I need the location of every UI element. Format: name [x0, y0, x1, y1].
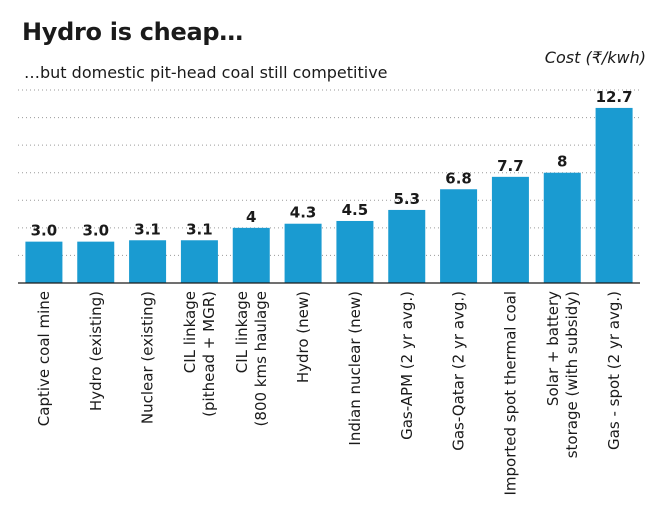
x-tick-label: Hydro (new): [294, 291, 312, 383]
x-tick-label-line: CIL linkage: [181, 291, 199, 373]
chart-subtitle: …but domestic pit-head coal still compet…: [24, 63, 388, 82]
data-label: 6.8: [445, 169, 472, 187]
data-label: 4.5: [342, 201, 369, 219]
bar: [232, 227, 270, 283]
x-tick-label: Gas-APM (2 yr avg.): [398, 291, 416, 440]
bar: [129, 240, 167, 283]
data-label: 12.7: [596, 88, 633, 106]
data-label: 3.1: [186, 220, 213, 238]
bar: [543, 172, 581, 283]
data-label: 4: [246, 208, 256, 226]
x-tick-label: Nuclear (existing): [139, 291, 157, 424]
x-tick-label: Indian nuclear (new): [346, 291, 364, 446]
x-tick-label-line: storage (with subsidy): [563, 291, 581, 458]
data-label: 8: [557, 153, 567, 171]
bar: [284, 223, 322, 283]
x-tick-label-line: Hydro (new): [294, 291, 312, 383]
bar: [336, 220, 374, 283]
data-label: 3.1: [134, 220, 161, 238]
bar: [25, 241, 63, 283]
x-tick-label-line: Solar + battery: [544, 291, 562, 406]
x-tick-label-line: Captive coal mine: [35, 291, 53, 426]
bar: [440, 189, 478, 283]
data-label: 7.7: [497, 157, 524, 175]
x-tick-label: Captive coal mine: [35, 291, 53, 426]
x-tick-label-line: Nuclear (existing): [139, 291, 157, 424]
bar: [491, 176, 529, 283]
x-tick-label-line: (800 kms haulage: [252, 291, 270, 426]
x-tick-label-line: Gas-APM (2 yr avg.): [398, 291, 416, 440]
x-tick-label-line: Indian nuclear (new): [346, 291, 364, 446]
x-tick-label-line: CIL linkage: [233, 291, 251, 373]
x-tick-label: Gas - spot (2 yr avg.): [605, 291, 623, 450]
data-label: 4.3: [290, 204, 317, 222]
x-tick-label-line: Gas-Qatar (2 yr avg.): [450, 291, 468, 451]
y-axis-unit-label: Cost (₹/kwh): [544, 48, 646, 67]
x-tick-label: CIL linkage (pithead + MGR): [181, 291, 218, 417]
bar: [388, 209, 426, 283]
bar: [180, 240, 218, 283]
x-tick-label-line: (pithead + MGR): [200, 291, 218, 417]
x-tick-label: Imported spot thermal coal: [501, 291, 519, 496]
data-label: 3.0: [82, 222, 109, 240]
bar: [77, 241, 115, 283]
x-tick-label: Solar + battery storage (with subsidy): [544, 291, 581, 458]
x-tick-label: CIL linkage (800 kms haulage: [233, 291, 270, 426]
data-label: 3.0: [31, 222, 58, 240]
x-tick-label-line: Gas - spot (2 yr avg.): [605, 291, 623, 450]
x-tick-label: Hydro (existing): [87, 291, 105, 411]
chart-title: Hydro is cheap…: [22, 18, 243, 46]
data-label: 5.3: [393, 190, 420, 208]
bar: [595, 107, 633, 284]
x-tick-label-line: Imported spot thermal coal: [501, 291, 519, 496]
x-tick-label: Gas-Qatar (2 yr avg.): [450, 291, 468, 451]
x-tick-label-line: Hydro (existing): [87, 291, 105, 411]
